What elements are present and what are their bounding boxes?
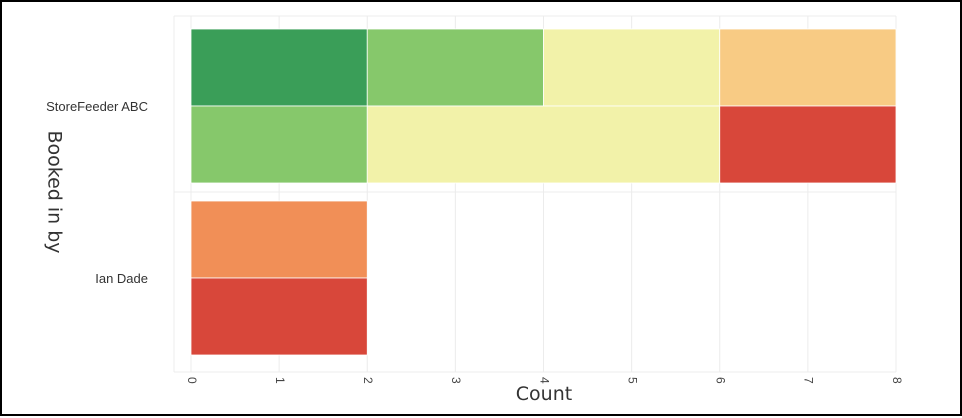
x-tick-label: 8 xyxy=(890,377,904,384)
y-tick-label: Ian Dade xyxy=(95,271,148,286)
x-tick-label: 0 xyxy=(185,377,199,384)
x-tick-label: 3 xyxy=(449,377,463,384)
x-tick-label: 6 xyxy=(714,377,728,384)
x-axis-title: Count xyxy=(516,383,572,405)
x-tick-label: 4 xyxy=(537,377,551,384)
y-tick-label: StoreFeeder ABC xyxy=(46,99,148,114)
x-tick-label: 2 xyxy=(361,377,375,384)
bar-segment[interactable] xyxy=(190,28,368,107)
bar-segment[interactable] xyxy=(366,28,544,107)
bar-segment[interactable] xyxy=(190,105,368,184)
bar-segment[interactable] xyxy=(190,200,368,279)
bar-segment[interactable] xyxy=(190,277,368,356)
bar-segment[interactable] xyxy=(719,28,897,107)
bar-segment[interactable] xyxy=(719,105,897,184)
bar-segment[interactable] xyxy=(366,105,721,184)
y-axis-title: Booked in by xyxy=(44,130,66,253)
x-tick-label: 1 xyxy=(273,377,287,384)
labels: StoreFeeder ABC Ian Dade 0 1 2 3 4 5 6 7 8 xyxy=(46,99,904,384)
bar-segment[interactable] xyxy=(543,28,721,107)
x-tick-label: 7 xyxy=(802,377,816,384)
bars xyxy=(190,28,897,356)
x-tick-label: 5 xyxy=(625,377,639,384)
